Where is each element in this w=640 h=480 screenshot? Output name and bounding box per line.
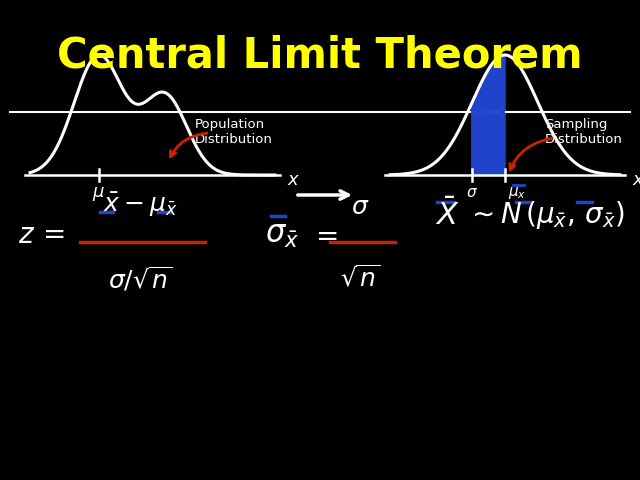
Text: Population
Distribution: Population Distribution bbox=[195, 118, 273, 146]
Text: $=$: $=$ bbox=[310, 221, 338, 249]
Text: $\sigma_{\bar{x}}$: $\sigma_{\bar{x}}$ bbox=[265, 220, 299, 250]
Text: $z\,=$: $z\,=$ bbox=[18, 221, 65, 249]
Text: $\mu_x$: $\mu_x$ bbox=[508, 185, 526, 201]
Text: $\sqrt{n}$: $\sqrt{n}$ bbox=[340, 265, 380, 292]
Text: $x$: $x$ bbox=[287, 171, 300, 189]
Text: $\sigma/\sqrt{n}$: $\sigma/\sqrt{n}$ bbox=[108, 265, 172, 293]
Text: Central Limit Theorem: Central Limit Theorem bbox=[57, 35, 583, 77]
Text: $\sigma$: $\sigma$ bbox=[351, 195, 369, 219]
Text: Sampling
Distribution: Sampling Distribution bbox=[545, 118, 623, 146]
Text: $\bar{x} - \mu_{\bar{x}}$: $\bar{x} - \mu_{\bar{x}}$ bbox=[103, 191, 177, 219]
Text: $\sigma$: $\sigma$ bbox=[466, 185, 478, 200]
Text: $\bar{X}$: $\bar{X}$ bbox=[435, 199, 460, 231]
Text: $x$: $x$ bbox=[632, 171, 640, 189]
Text: $\sim N\,(\mu_{\bar{x}},\,\sigma_{\bar{x}})$: $\sim N\,(\mu_{\bar{x}},\,\sigma_{\bar{x… bbox=[466, 199, 625, 231]
Text: $\mu$: $\mu$ bbox=[92, 185, 105, 203]
